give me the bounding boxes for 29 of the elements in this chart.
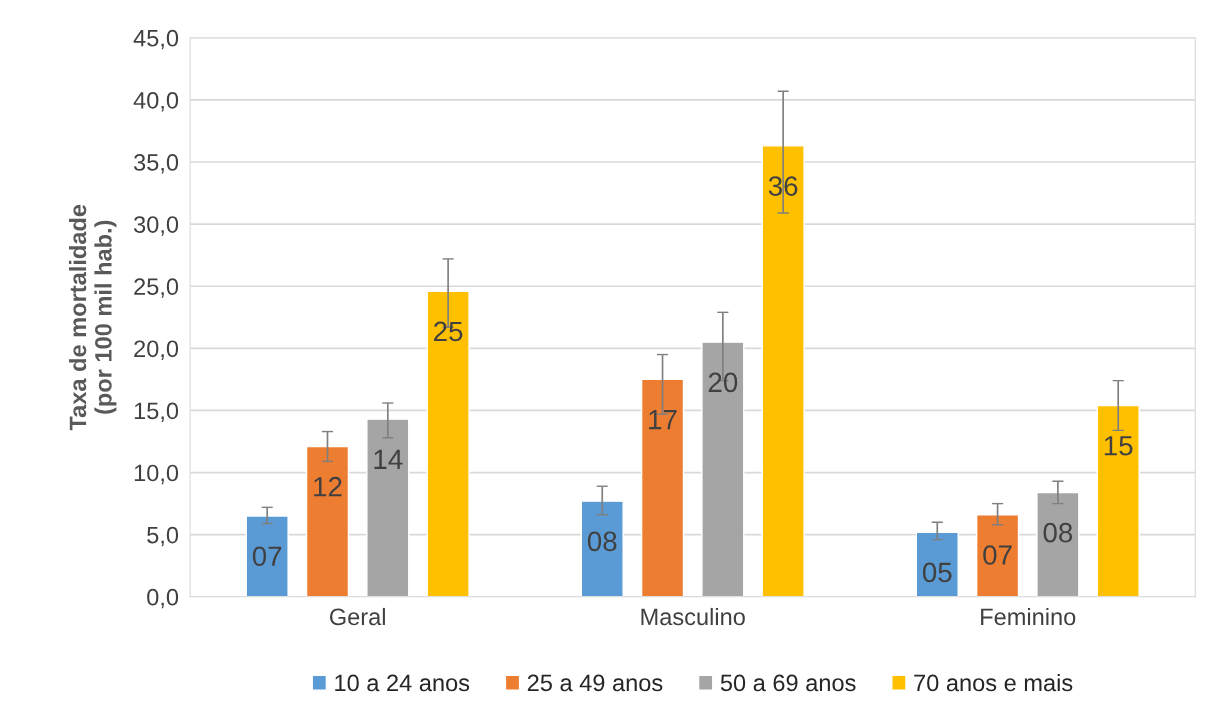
x-tick-label: Feminino bbox=[981, 607, 1076, 626]
legend-label: 10 a 24 anos bbox=[335, 674, 470, 692]
y-tick-label: 0,0 bbox=[147, 588, 179, 609]
y-tick-label: 10,0 bbox=[134, 464, 179, 485]
data-label: 12 bbox=[314, 476, 342, 497]
y-tick-label: 45,0 bbox=[133, 29, 179, 50]
data-label: 17 bbox=[649, 410, 677, 430]
y-tick-label: 15,0 bbox=[134, 402, 179, 423]
y-tick-label: 35,0 bbox=[133, 154, 179, 174]
legend-label: 70 anos e mais bbox=[914, 673, 1073, 692]
y-tick-label: 20,0 bbox=[134, 340, 179, 360]
data-label: 25 bbox=[434, 321, 463, 342]
data-label: 20 bbox=[708, 372, 738, 393]
data-label: 08 bbox=[1043, 522, 1073, 543]
data-label: 05 bbox=[922, 562, 952, 583]
y-tick-label: 30,0 bbox=[133, 216, 179, 236]
y-axis-title: Taxa de mortalidade (por 100 mil hab.) bbox=[68, 204, 117, 431]
x-tick-label: Geral bbox=[329, 607, 385, 626]
data-label: 08 bbox=[587, 531, 617, 552]
data-label: 14 bbox=[374, 449, 403, 469]
legend-label: 25 a 49 anos bbox=[527, 674, 663, 692]
data-label: 07 bbox=[252, 546, 282, 567]
data-label: 07 bbox=[983, 545, 1012, 565]
legend-label: 50 a 69 anos bbox=[720, 674, 856, 692]
y-tick-label: 40,0 bbox=[133, 91, 179, 112]
x-tick-label: Masculino bbox=[641, 607, 745, 626]
data-label: 15 bbox=[1104, 436, 1133, 456]
y-tick-label: 25,0 bbox=[134, 278, 179, 298]
y-tick-label: 5,0 bbox=[147, 526, 179, 547]
